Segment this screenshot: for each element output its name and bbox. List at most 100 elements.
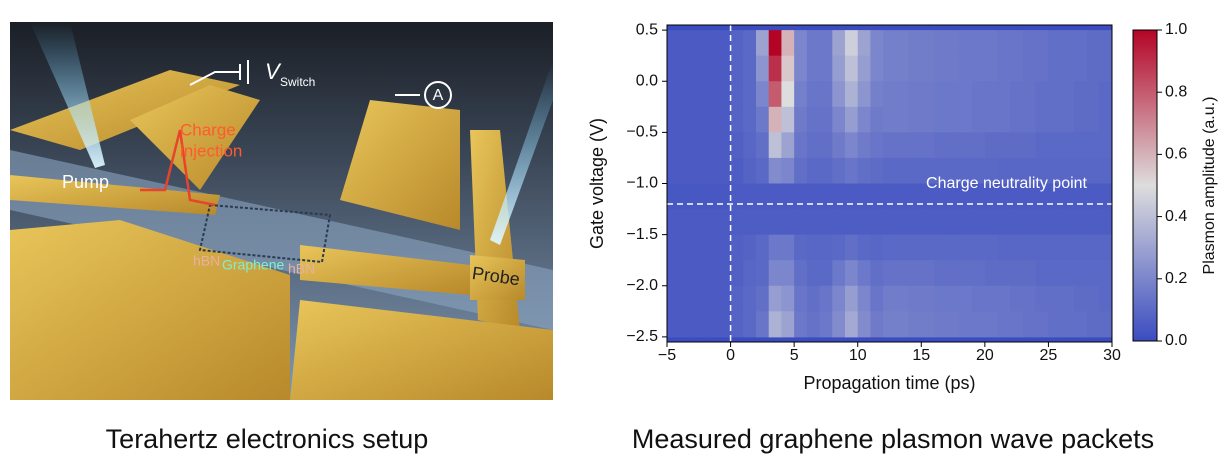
heat-cell: [692, 260, 705, 286]
heat-cell: [934, 30, 947, 56]
heat-cell: [921, 235, 934, 261]
heat-cell: [769, 260, 782, 286]
heat-cell: [909, 81, 922, 107]
heat-cell: [947, 132, 960, 158]
heat-cell: [909, 158, 922, 184]
heat-cell: [870, 81, 883, 107]
heat-cell: [756, 158, 769, 184]
heat-cell: [756, 56, 769, 82]
heat-cell: [794, 184, 807, 210]
heat-cell: [731, 158, 744, 184]
heat-cell: [883, 132, 896, 158]
heat-cell: [845, 184, 858, 210]
heat-cell: [1061, 56, 1074, 82]
heat-cell: [921, 56, 934, 82]
heat-cell: [718, 235, 731, 261]
heat-cell: [667, 260, 680, 286]
heat-cell: [1061, 81, 1074, 107]
heat-cell: [1099, 81, 1112, 107]
heat-cell: [769, 209, 782, 235]
heat-cell: [794, 235, 807, 261]
heat-cell: [934, 81, 947, 107]
heat-cell: [794, 311, 807, 337]
heat-cell: [1099, 158, 1112, 184]
heat-cell: [1087, 158, 1100, 184]
heat-cell: [1036, 132, 1049, 158]
y-tick-label: −2.0: [626, 277, 658, 294]
heat-cell: [896, 107, 909, 133]
heat-cell: [832, 107, 845, 133]
heat-cell: [705, 286, 718, 312]
heat-cell: [845, 286, 858, 312]
heat-cell: [756, 132, 769, 158]
heat-cell: [1036, 311, 1049, 337]
heat-cell: [718, 107, 731, 133]
heat-cell: [947, 107, 960, 133]
heat-cell: [705, 81, 718, 107]
heat-cell: [743, 81, 756, 107]
heat-cell: [1010, 260, 1023, 286]
heat-cell: [896, 56, 909, 82]
heat-cell: [1010, 235, 1023, 261]
heat-cell: [998, 132, 1011, 158]
heat-cell: [896, 30, 909, 56]
heat-cell: [909, 184, 922, 210]
annotation: Charge neutrality point: [926, 175, 1088, 192]
x-tick-label: 0: [726, 347, 735, 364]
heat-cell: [845, 311, 858, 337]
heat-cell: [781, 56, 794, 82]
heat-cell: [794, 132, 807, 158]
heat-cell: [959, 81, 972, 107]
heat-cell: [909, 260, 922, 286]
heat-cell: [1074, 286, 1087, 312]
x-tick-label: 20: [976, 347, 994, 364]
heat-cell: [1023, 30, 1036, 56]
heat-cell: [1010, 56, 1023, 82]
x-axis-label: Propagation time (ps): [803, 373, 975, 393]
heat-cell: [731, 132, 744, 158]
heat-cell: [1074, 132, 1087, 158]
heat-cell: [870, 158, 883, 184]
heat-cell: [680, 311, 693, 337]
heat-cell: [718, 30, 731, 56]
heat-cell: [781, 286, 794, 312]
colorbar-tick-label: 0.0: [1165, 332, 1187, 349]
heat-cell: [705, 260, 718, 286]
heat-cell: [794, 30, 807, 56]
heat-cell: [1061, 209, 1074, 235]
heat-cell: [947, 311, 960, 337]
heat-cell: [718, 81, 731, 107]
heat-cell: [858, 235, 871, 261]
heat-cell: [858, 107, 871, 133]
caption: Terahertz electronics setup: [106, 424, 429, 454]
heat-cell: [692, 286, 705, 312]
heat-cell: [1087, 81, 1100, 107]
heat-cell: [680, 56, 693, 82]
heat-cell: [972, 209, 985, 235]
heat-cell: [718, 286, 731, 312]
heat-cell: [667, 184, 680, 210]
heat-cell: [781, 235, 794, 261]
heat-cell: [718, 184, 731, 210]
heat-cell: [1023, 209, 1036, 235]
heat-cell: [807, 107, 820, 133]
y-tick-label: 0.5: [636, 21, 658, 38]
hbn-label: hBN: [193, 253, 220, 269]
heat-cell: [820, 184, 833, 210]
heat-cell: [998, 286, 1011, 312]
caption: Measured graphene plasmon wave packets: [632, 424, 1154, 454]
heat-cell: [820, 81, 833, 107]
heat-cell: [781, 260, 794, 286]
pump-label: Pump: [62, 172, 109, 192]
heat-cell: [959, 132, 972, 158]
heat-cell: [1023, 286, 1036, 312]
heat-cell: [972, 56, 985, 82]
heat-cell: [1074, 107, 1087, 133]
heat-cell: [794, 260, 807, 286]
heat-cell: [858, 209, 871, 235]
heat-cell: [731, 184, 744, 210]
heat-cell: [1074, 235, 1087, 261]
heat-cell: [1010, 132, 1023, 158]
heat-cell: [1036, 235, 1049, 261]
colorbar-tick-label: 0.6: [1165, 146, 1187, 163]
